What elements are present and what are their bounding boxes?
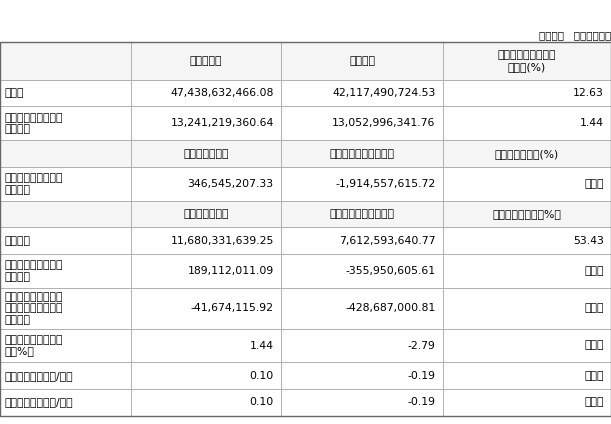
Text: -428,687,000.81: -428,687,000.81 (345, 303, 436, 313)
Bar (281, 201, 443, 227)
Bar (443, 167, 611, 201)
Bar (281, 167, 443, 201)
Bar (131, 254, 281, 288)
Bar (0, 42, 611, 416)
Bar (0, 288, 131, 329)
Text: 不适用: 不适用 (584, 340, 604, 351)
Bar (131, 140, 281, 167)
Bar (281, 389, 443, 416)
Bar (443, 288, 611, 329)
Bar (281, 363, 443, 389)
Text: 单位：元   币种：人民币: 单位：元 币种：人民币 (539, 30, 611, 40)
Text: 11,680,331,639.25: 11,680,331,639.25 (170, 236, 274, 245)
Text: 不适用: 不适用 (584, 303, 604, 313)
Text: 上年度末: 上年度末 (349, 56, 375, 66)
Bar (281, 329, 443, 363)
Bar (281, 80, 443, 106)
Bar (443, 201, 611, 227)
Text: -41,674,115.92: -41,674,115.92 (191, 303, 274, 313)
Text: 归属于上市公司股东
的净资产: 归属于上市公司股东 的净资产 (5, 113, 64, 134)
Bar (131, 106, 281, 140)
Text: 42,117,490,724.53: 42,117,490,724.53 (332, 88, 436, 98)
Text: -0.19: -0.19 (408, 371, 436, 381)
Bar (131, 288, 281, 329)
Text: 不适用: 不适用 (584, 371, 604, 381)
Bar (443, 389, 611, 416)
Text: 0.10: 0.10 (249, 371, 274, 381)
Bar (281, 254, 443, 288)
Bar (0, 140, 131, 167)
Bar (443, 254, 611, 288)
Bar (131, 42, 281, 80)
Bar (131, 201, 281, 227)
Bar (131, 167, 281, 201)
Text: 12.63: 12.63 (573, 88, 604, 98)
Bar (443, 140, 611, 167)
Text: 加权平均净资产收益
率（%）: 加权平均净资产收益 率（%） (5, 335, 64, 356)
Bar (0, 363, 131, 389)
Text: 47,438,632,466.08: 47,438,632,466.08 (170, 88, 274, 98)
Text: 189,112,011.09: 189,112,011.09 (188, 266, 274, 276)
Bar (443, 42, 611, 80)
Bar (443, 329, 611, 363)
Text: 营业收入: 营业收入 (5, 236, 31, 245)
Text: 基本每股收益（元/股）: 基本每股收益（元/股） (5, 371, 73, 381)
Text: 本报告期末比上年度
末增减(%): 本报告期末比上年度 末增减(%) (498, 50, 556, 72)
Bar (443, 106, 611, 140)
Text: 1.44: 1.44 (580, 118, 604, 128)
Text: -0.19: -0.19 (408, 397, 436, 407)
Text: 13,052,996,341.76: 13,052,996,341.76 (332, 118, 436, 128)
Bar (131, 227, 281, 254)
Bar (0, 80, 131, 106)
Text: 本报告期末: 本报告期末 (190, 56, 222, 66)
Bar (131, 363, 281, 389)
Bar (0, 167, 131, 201)
Text: 0.10: 0.10 (249, 397, 274, 407)
Bar (0, 329, 131, 363)
Bar (131, 80, 281, 106)
Bar (443, 363, 611, 389)
Text: 上年初至上年报告期末: 上年初至上年报告期末 (329, 209, 395, 219)
Text: 总资产: 总资产 (5, 88, 24, 98)
Text: 年初至报告期末: 年初至报告期末 (183, 149, 229, 159)
Bar (0, 201, 131, 227)
Bar (131, 329, 281, 363)
Text: 13,241,219,360.64: 13,241,219,360.64 (170, 118, 274, 128)
Bar (0, 227, 131, 254)
Bar (443, 80, 611, 106)
Bar (281, 140, 443, 167)
Bar (0, 254, 131, 288)
Bar (0, 389, 131, 416)
Text: 年初至报告期末: 年初至报告期末 (183, 209, 229, 219)
Text: 不适用: 不适用 (584, 397, 604, 407)
Text: 53.43: 53.43 (573, 236, 604, 245)
Bar (281, 288, 443, 329)
Text: 7,612,593,640.77: 7,612,593,640.77 (339, 236, 436, 245)
Text: 比上年同期增减（%）: 比上年同期增减（%） (492, 209, 562, 219)
Text: 稀释每股收益（元/股）: 稀释每股收益（元/股） (5, 397, 73, 407)
Text: 不适用: 不适用 (584, 266, 604, 276)
Bar (0, 42, 131, 80)
Text: -2.79: -2.79 (408, 340, 436, 351)
Text: 经营活动产生的现金
流量净额: 经营活动产生的现金 流量净额 (5, 173, 64, 195)
Text: 比上年同期增减(%): 比上年同期增减(%) (495, 149, 559, 159)
Bar (131, 389, 281, 416)
Bar (281, 227, 443, 254)
Text: -1,914,557,615.72: -1,914,557,615.72 (335, 179, 436, 189)
Text: 归属于上市公司股东
的净利润: 归属于上市公司股东 的净利润 (5, 260, 64, 282)
Text: 1.44: 1.44 (250, 340, 274, 351)
Text: 346,545,207.33: 346,545,207.33 (188, 179, 274, 189)
Bar (281, 42, 443, 80)
Bar (443, 227, 611, 254)
Text: 上年初至上年报告期末: 上年初至上年报告期末 (329, 149, 395, 159)
Text: -355,950,605.61: -355,950,605.61 (345, 266, 436, 276)
Text: 归属于上市公司股东
的扣除非经常性损益
的净利润: 归属于上市公司股东 的扣除非经常性损益 的净利润 (5, 292, 64, 325)
Text: 不适用: 不适用 (584, 179, 604, 189)
Bar (0, 106, 131, 140)
Bar (281, 106, 443, 140)
